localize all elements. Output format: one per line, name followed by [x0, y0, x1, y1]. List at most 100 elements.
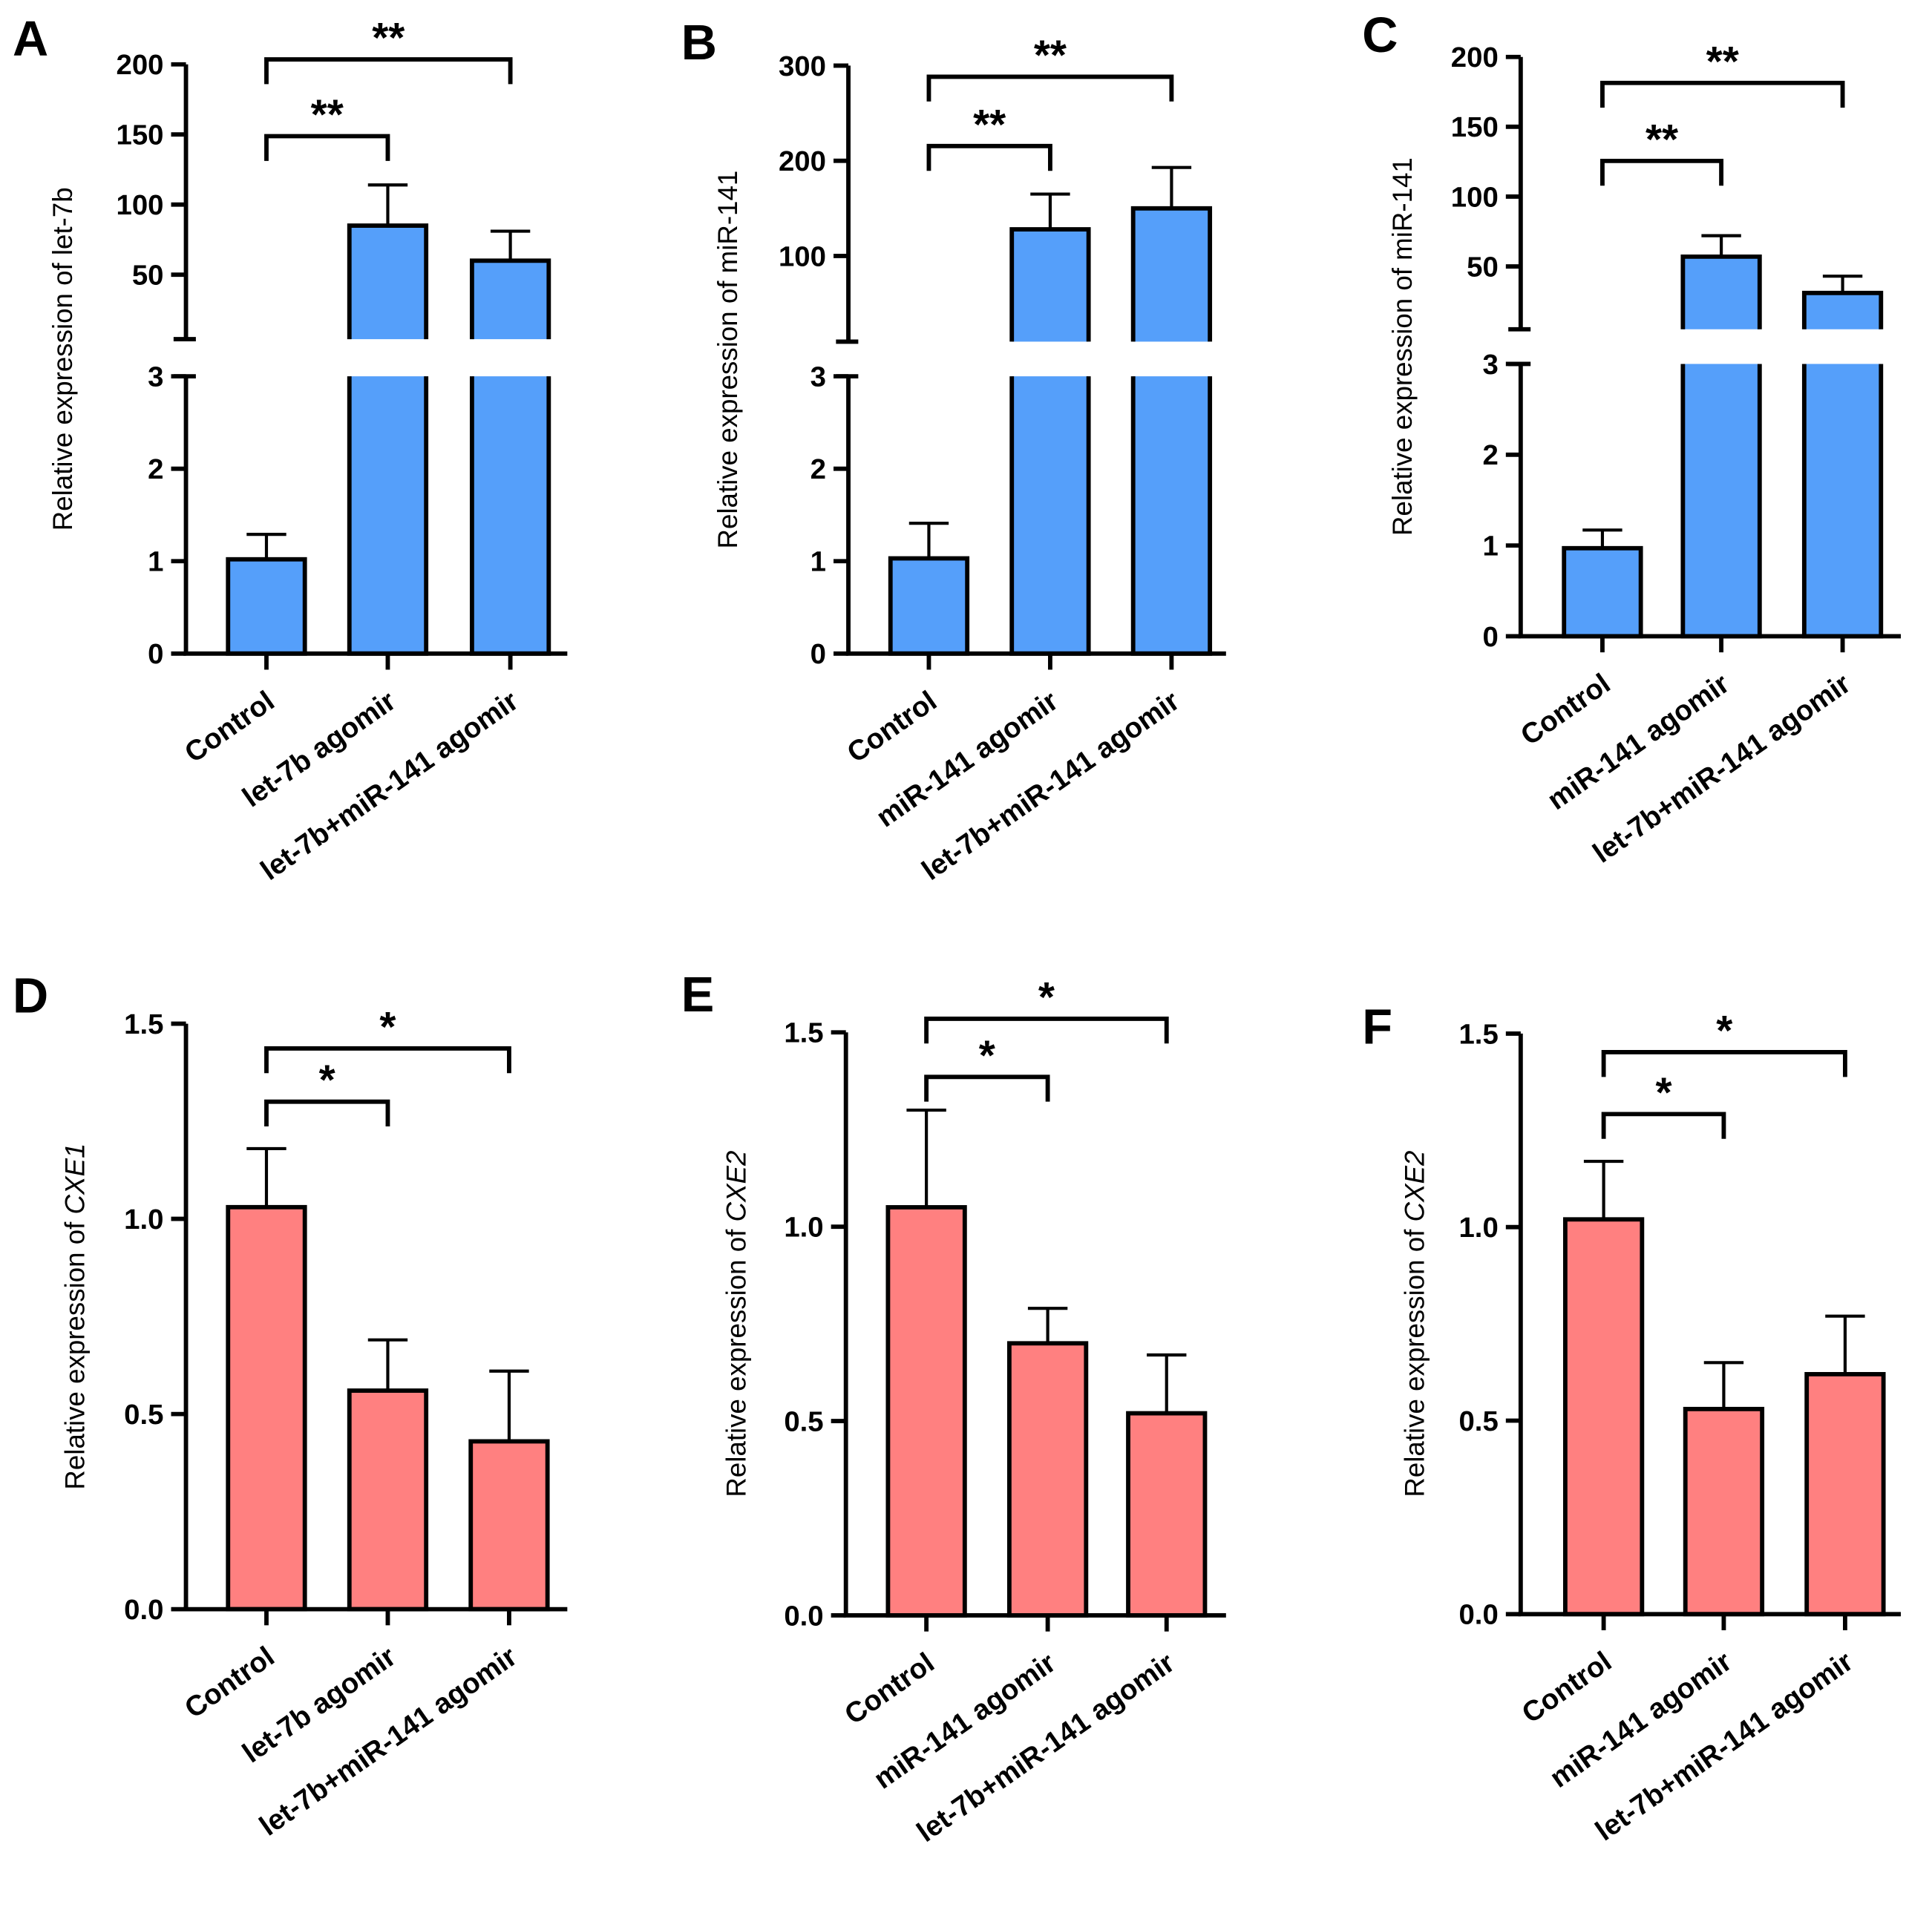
- bar-lower: [1683, 364, 1760, 637]
- y-tick-label: 1.5: [784, 1017, 823, 1049]
- y-axis-title-gene: CXE1: [60, 1143, 91, 1215]
- significance-bracket: [1600, 80, 1845, 108]
- y-tick-label: 1.5: [124, 1008, 163, 1040]
- y-axis-title-text: Relative expression of: [60, 1214, 91, 1489]
- bar-lower: [471, 376, 549, 654]
- y-tick-label: 3: [1482, 349, 1498, 381]
- y-tick-label: 0.0: [124, 1594, 163, 1626]
- y-tick-label: 300: [779, 50, 826, 82]
- bar: [347, 1388, 429, 1612]
- significance-label: **: [1706, 39, 1740, 85]
- y-tick-label: 0: [1482, 621, 1498, 653]
- significance-label: **: [311, 91, 344, 138]
- y-tick-label: 1: [148, 546, 163, 578]
- panel-label: F: [1362, 1000, 1392, 1054]
- significance-label: *: [1655, 1069, 1672, 1116]
- significance-label: **: [372, 15, 405, 62]
- panel-label: C: [1362, 8, 1398, 63]
- y-axis-title: Relative expression of CXE2: [721, 1151, 752, 1497]
- y-tick-label: 0.5: [784, 1405, 823, 1437]
- y-tick-label: 1.0: [124, 1204, 163, 1235]
- y-tick-label: 3: [811, 361, 826, 393]
- x-tick-label: Control: [179, 685, 280, 769]
- bar-lower: [1804, 364, 1882, 637]
- bar-outline: [1680, 254, 1762, 329]
- y-tick-label: 2: [1482, 439, 1498, 471]
- bar: [468, 1439, 550, 1612]
- y-tick-label: 150: [1451, 111, 1499, 143]
- bar-outline: [469, 258, 551, 340]
- significance-bracket: [264, 134, 390, 161]
- y-tick-label: 2: [811, 453, 826, 485]
- x-tick-label: Control: [1516, 1646, 1617, 1730]
- bar: [1562, 1217, 1645, 1617]
- y-axis-title: Relative expression of let-7b: [48, 187, 78, 531]
- significance-label: *: [379, 1004, 396, 1051]
- bar-upper: [1012, 229, 1089, 342]
- bar-upper: [349, 226, 427, 340]
- bar-lower: [1012, 376, 1089, 654]
- bar-upper: [471, 260, 549, 340]
- y-tick-label: 150: [117, 119, 164, 151]
- bar: [226, 557, 307, 656]
- bar: [1804, 1372, 1886, 1617]
- significance-bracket: [926, 143, 1052, 171]
- y-tick-label: 50: [1467, 251, 1499, 283]
- significance-bracket: [264, 1099, 390, 1127]
- significance-bracket: [264, 1046, 511, 1074]
- significance-label: *: [319, 1057, 336, 1104]
- bar: [1006, 1341, 1089, 1618]
- y-tick-label: 100: [117, 189, 164, 221]
- bar-outline: [347, 223, 429, 340]
- panel-label: E: [681, 968, 715, 1023]
- bar-outline: [1801, 290, 1884, 329]
- x-tick-label: Control: [1515, 668, 1616, 752]
- y-tick-label: 1.5: [1458, 1018, 1498, 1050]
- y-axis-title-text: Relative expression of: [1400, 1221, 1430, 1497]
- significance-label: *: [1038, 974, 1055, 1021]
- y-tick-label: 50: [132, 260, 164, 292]
- y-tick-label: 3: [148, 361, 163, 393]
- y-tick-label: 0.5: [1458, 1405, 1498, 1437]
- significance-label: *: [1716, 1008, 1733, 1054]
- y-tick-label: 100: [1451, 181, 1499, 213]
- bar-outline: [1130, 206, 1213, 342]
- bar-lower: [349, 376, 427, 654]
- bar: [226, 1204, 307, 1612]
- y-axis-title-text: Relative expression of: [721, 1221, 752, 1497]
- significance-bracket: [1600, 158, 1724, 186]
- bar-upper: [1133, 208, 1211, 342]
- bar-upper: [1683, 256, 1760, 329]
- bar-outline: [1009, 227, 1091, 342]
- y-tick-label: 2: [148, 453, 163, 485]
- y-tick-label: 1: [1482, 530, 1498, 562]
- significance-label: **: [1034, 32, 1067, 79]
- y-axis-title: Relative expression of miR-141: [713, 171, 743, 549]
- significance-bracket: [924, 1074, 1050, 1102]
- bar-upper: [1804, 292, 1882, 329]
- y-axis-title: Relative expression of miR-141: [1387, 157, 1418, 536]
- significance-bracket: [1601, 1050, 1847, 1077]
- y-tick-label: 0.0: [784, 1600, 823, 1632]
- significance-label: **: [973, 102, 1006, 148]
- bar: [885, 1205, 967, 1618]
- y-tick-label: 0: [148, 638, 163, 670]
- y-axis-title-text: Relative expression of miR-141: [1387, 157, 1418, 536]
- bar: [888, 556, 970, 656]
- y-axis-title: Relative expression of CXE2: [1400, 1151, 1430, 1497]
- panel-label: A: [13, 12, 48, 67]
- y-tick-label: 100: [779, 240, 826, 272]
- panel-label: D: [13, 969, 48, 1024]
- y-axis-title-text: Relative expression of let-7b: [48, 187, 78, 531]
- significance-bracket: [924, 1016, 1169, 1044]
- y-tick-label: 1: [811, 546, 826, 578]
- bar: [1126, 1411, 1208, 1618]
- x-tick-label: Control: [839, 1647, 940, 1730]
- panel-label: B: [681, 16, 717, 70]
- y-tick-label: 200: [1451, 42, 1499, 73]
